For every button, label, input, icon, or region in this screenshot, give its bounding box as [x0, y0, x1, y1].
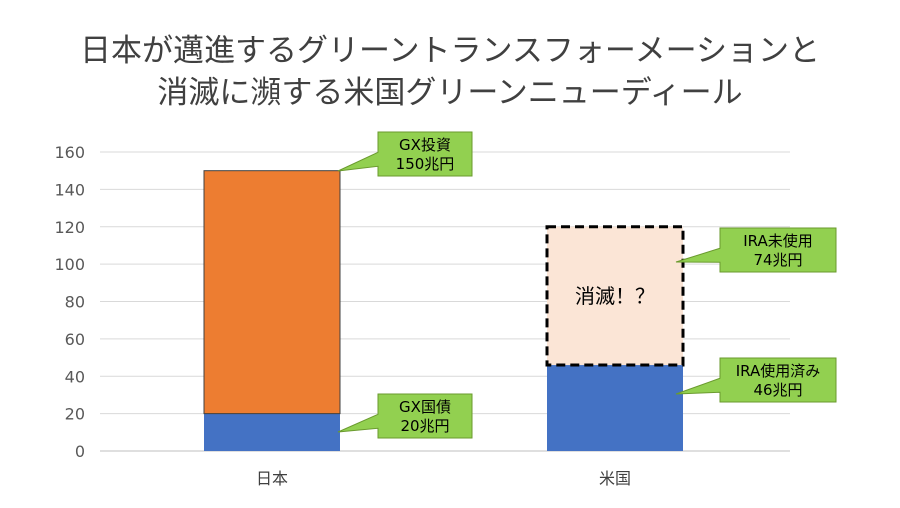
- callout-label: GX投資: [399, 136, 451, 154]
- callout-box: [675, 227, 837, 273]
- y-tick-label: 20: [65, 405, 85, 424]
- y-tick-label: 160: [54, 143, 85, 162]
- chart-title-line2: 消滅に瀕する米国グリーンニューディール: [157, 75, 743, 111]
- bar-segment-gx-investment: [203, 170, 341, 415]
- chart-title-line1: 日本が邁進するグリーントランスフォーメーションと: [80, 33, 820, 69]
- y-tick-label: 120: [54, 218, 85, 237]
- callout-value: 46兆円: [753, 381, 802, 399]
- bar-segment-gx-bond: [204, 413, 340, 451]
- y-tick-label: 40: [65, 367, 85, 386]
- x-category-label: 米国: [599, 469, 631, 488]
- callout-label: GX国債: [399, 398, 451, 416]
- chart-title: 日本が邁進するグリーントランスフォーメーションと 消滅に瀕する米国グリーンニュー…: [0, 30, 900, 114]
- y-tick-label: 60: [65, 330, 85, 349]
- callout-label: IRA未使用: [743, 232, 813, 250]
- x-category-label: 日本: [256, 469, 288, 488]
- y-tick-label: 0: [75, 442, 85, 461]
- callout-value: 20兆円: [400, 417, 449, 435]
- y-tick-label: 100: [54, 255, 85, 274]
- callout-box: [675, 357, 837, 403]
- vanish-label: 消滅！？: [575, 284, 655, 308]
- bar-segment-ira-unused: [545, 225, 685, 367]
- callout-value: 74兆円: [753, 251, 802, 269]
- callout-value: 150兆円: [396, 155, 455, 173]
- callout-box: [337, 393, 473, 439]
- y-tick-label: 140: [54, 180, 85, 199]
- callout-label: IRA使用済み: [736, 362, 821, 380]
- y-tick-label: 80: [65, 293, 85, 312]
- callout-box: [337, 131, 473, 177]
- bar-segment-ira-used: [547, 365, 683, 451]
